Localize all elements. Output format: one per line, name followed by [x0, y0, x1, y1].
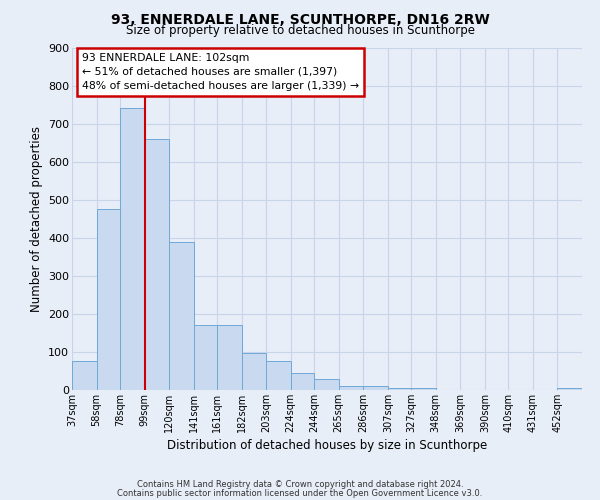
Text: Contains public sector information licensed under the Open Government Licence v3: Contains public sector information licen… — [118, 489, 482, 498]
Text: 93 ENNERDALE LANE: 102sqm
← 51% of detached houses are smaller (1,397)
48% of se: 93 ENNERDALE LANE: 102sqm ← 51% of detac… — [82, 52, 359, 90]
Y-axis label: Number of detached properties: Number of detached properties — [29, 126, 43, 312]
Bar — [411, 388, 436, 390]
Bar — [291, 373, 314, 390]
Bar — [169, 242, 194, 390]
Bar — [557, 388, 582, 390]
Bar — [97, 209, 120, 390]
Bar — [194, 326, 217, 390]
Bar — [314, 378, 338, 390]
Bar — [338, 386, 363, 390]
Bar — [120, 108, 145, 390]
Bar — [72, 362, 97, 390]
Bar — [217, 326, 242, 390]
Text: Contains HM Land Registry data © Crown copyright and database right 2024.: Contains HM Land Registry data © Crown c… — [137, 480, 463, 489]
Bar — [363, 386, 388, 390]
Bar — [266, 362, 291, 390]
Bar — [145, 139, 169, 390]
Text: Size of property relative to detached houses in Scunthorpe: Size of property relative to detached ho… — [125, 24, 475, 37]
Bar — [242, 353, 266, 390]
Text: 93, ENNERDALE LANE, SCUNTHORPE, DN16 2RW: 93, ENNERDALE LANE, SCUNTHORPE, DN16 2RW — [110, 12, 490, 26]
X-axis label: Distribution of detached houses by size in Scunthorpe: Distribution of detached houses by size … — [167, 439, 487, 452]
Bar — [388, 388, 411, 390]
